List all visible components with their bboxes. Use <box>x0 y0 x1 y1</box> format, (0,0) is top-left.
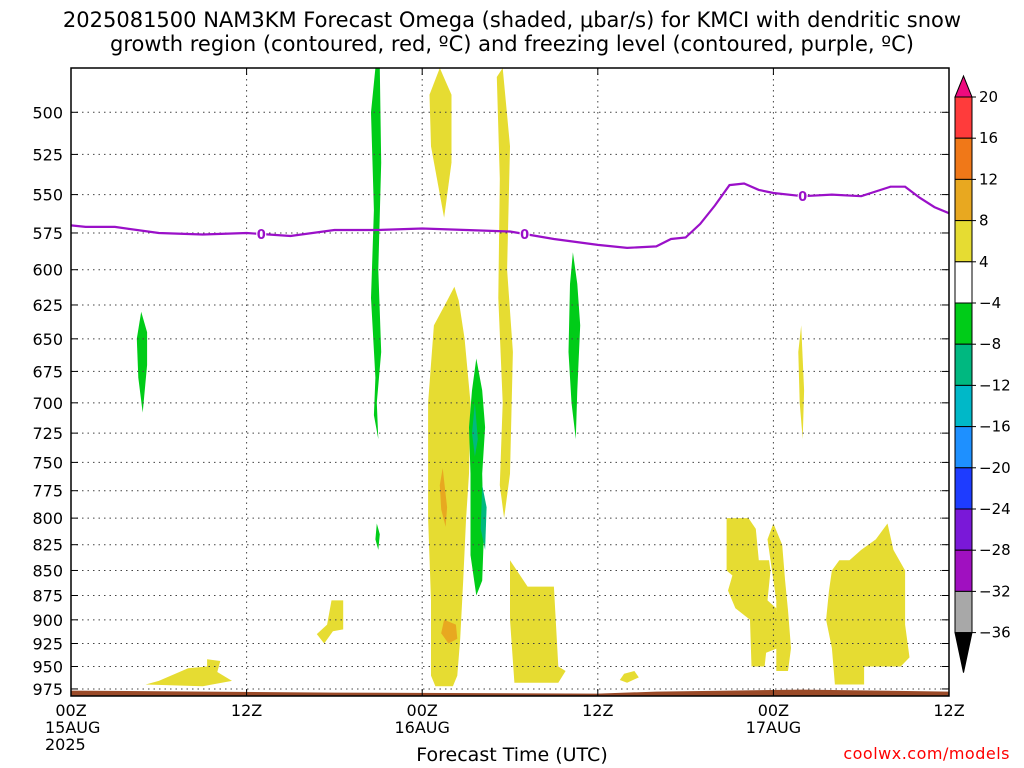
credit-link[interactable]: coolwx.com/models <box>843 744 1010 763</box>
y-tick-label: 875 <box>32 587 63 606</box>
y-tick-label: 950 <box>32 658 63 677</box>
colorbar-swatch <box>954 384 973 428</box>
colorbar-swatch <box>954 261 973 304</box>
y-tick-label: 725 <box>32 424 63 443</box>
y-tick-label: 825 <box>32 536 63 555</box>
omega-region-5 <box>316 600 344 644</box>
colorbar-label: 20 <box>979 88 998 106</box>
freezing-level-layer: 0 0 0 <box>71 182 949 250</box>
colorbar-swatch <box>954 137 973 180</box>
colorbar-label: −16 <box>979 418 1011 436</box>
y-tick-label: 750 <box>32 453 63 472</box>
chart-title-line-1: 2025081500 NAM3KM Forecast Omega (shaded… <box>62 8 962 32</box>
colorbar-swatch <box>954 467 973 510</box>
y-tick-label: 800 <box>32 509 63 528</box>
freezing-level-label: 0 <box>798 190 807 205</box>
omega-region-17 <box>568 252 581 440</box>
omega-region-1 <box>496 68 513 519</box>
omega-region-8 <box>767 523 791 671</box>
colorbar-label: −4 <box>979 294 1001 312</box>
omega-region-11 <box>439 468 448 527</box>
colorbar-label: 16 <box>979 129 998 147</box>
colorbar-top-triangle <box>954 74 973 98</box>
colorbar-label: −24 <box>979 500 1011 518</box>
omega-region-2 <box>428 286 471 687</box>
colorbar-swatch <box>954 302 973 345</box>
axes-layer: 500 525 550 575 600 625 650 675 700 725 750 775 800 8… <box>32 67 965 754</box>
x-tick-label: 2025 <box>45 735 86 754</box>
x-tick-label: 12Z <box>933 701 964 720</box>
x-tick-label: 00Z <box>758 701 789 720</box>
colorbar-label: 4 <box>979 253 989 271</box>
omega-region-7 <box>726 518 778 667</box>
colorbar-layer: 20 16 12 8 4 −4 −8 −12 −16 −20 −24 −28 −32 −36 <box>954 74 1011 673</box>
surface-layer <box>71 689 949 696</box>
surface-terrain <box>71 689 949 696</box>
colorbar-bottom-triangle <box>954 632 973 673</box>
colorbar-label: −32 <box>979 582 1011 600</box>
omega-region-10 <box>798 325 805 440</box>
y-tick-label: 775 <box>32 482 63 501</box>
colorbar-label: −36 <box>979 624 1011 642</box>
colorbar-swatch <box>954 508 973 551</box>
colorbar-swatch <box>954 590 973 634</box>
chart-title-line-2: growth region (contoured, red, ºC) and f… <box>110 32 914 56</box>
y-tick-label: 500 <box>32 103 63 122</box>
x-tick-label: 15AUG <box>45 718 100 737</box>
y-tick-label: 975 <box>32 680 63 699</box>
y-tick-label: 600 <box>32 261 63 280</box>
colorbar-swatch <box>954 96 973 139</box>
x-tick-label: 00Z <box>55 701 86 720</box>
plot-frame <box>70 67 950 697</box>
omega-region-16 <box>469 358 486 596</box>
x-tick-label: 16AUG <box>394 718 449 737</box>
colorbar-label: −20 <box>979 459 1011 477</box>
omega-region-0 <box>429 68 452 218</box>
colorbar-label: −8 <box>979 335 1001 353</box>
colorbar-swatch <box>954 220 973 263</box>
y-tick-label: 575 <box>32 224 63 243</box>
omega-region-19 <box>472 402 478 457</box>
omega-region-13 <box>371 68 382 440</box>
freezing-level-label-bg <box>797 189 808 203</box>
freezing-level-label: 0 <box>257 228 266 243</box>
freezing-level-label-bg <box>519 226 530 240</box>
x-tick-label: 12Z <box>231 701 262 720</box>
colorbar-swatch <box>954 549 973 592</box>
colorbar-label: 12 <box>979 170 998 188</box>
freezing-level-label: 0 <box>520 228 529 243</box>
omega-shading-layer <box>136 68 910 687</box>
colorbar-swatch <box>954 178 973 222</box>
y-tick-label: 550 <box>32 186 63 205</box>
x-tick-label: 12Z <box>582 701 613 720</box>
y-tick-label: 625 <box>32 296 63 315</box>
colorbar-label: −12 <box>979 376 1011 394</box>
colorbar-label: −28 <box>979 541 1011 559</box>
y-tick-label: 850 <box>32 561 63 580</box>
y-tick-label: 525 <box>32 145 63 164</box>
y-tick-label: 650 <box>32 330 63 349</box>
omega-region-9 <box>826 523 910 685</box>
y-tick-label: 900 <box>32 611 63 630</box>
freezing-level-label-bg <box>256 226 267 240</box>
y-tick-label: 675 <box>32 362 63 381</box>
colorbar-swatch <box>954 426 973 469</box>
x-tick-label: 17AUG <box>746 718 801 737</box>
x-axis-label: Forecast Time (UTC) <box>416 744 608 766</box>
x-tick-label: 00Z <box>407 701 438 720</box>
omega-region-18 <box>480 485 487 550</box>
omega-region-6 <box>619 671 639 683</box>
freezing-level-line <box>71 182 949 250</box>
omega-region-15 <box>136 311 148 413</box>
omega-region-3 <box>510 560 566 683</box>
colorbar-label: 8 <box>979 212 989 230</box>
omega-region-12 <box>441 619 458 644</box>
omega-region-14 <box>375 523 380 550</box>
colorbar-swatch <box>954 343 973 386</box>
omega-region-4 <box>145 659 232 687</box>
y-tick-label: 925 <box>32 634 63 653</box>
y-tick-label: 700 <box>32 394 63 413</box>
